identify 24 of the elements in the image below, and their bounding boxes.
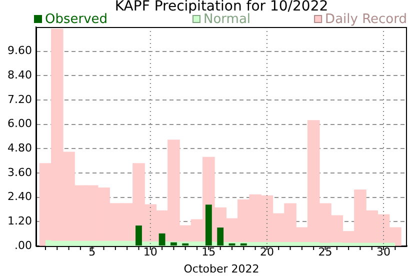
y-tick-label: 9.60 [8,44,32,58]
y-tick-label: 1.20 [8,214,32,228]
bar [217,228,224,246]
bar [170,242,177,246]
y-tick-label: 3.60 [8,166,32,179]
x-tick-label: 20 [260,245,274,258]
bar [205,204,212,246]
x-tick-label: 5 [88,245,96,258]
y-tick-label: 7.20 [8,92,32,106]
y-tick-label: .00 [14,238,32,252]
legend-label: Observed [45,12,108,27]
bar [158,233,166,246]
x-tick-label: 30 [376,245,391,258]
x-tick-label: 15 [202,245,216,258]
x-axis-title: October 2022 [184,262,260,276]
legend-label: Normal [203,12,251,27]
legend-label: Daily Record [325,12,408,27]
y-tick-label: 4.80 [8,142,32,155]
y-tick-label: 8.40 [8,68,32,82]
x-tick-label: 25 [318,245,332,258]
y-tick-label: 6.00 [8,117,32,130]
y-tick-label: 2.40 [8,190,32,204]
x-tick-label: 10 [143,245,158,258]
bar [136,226,142,246]
